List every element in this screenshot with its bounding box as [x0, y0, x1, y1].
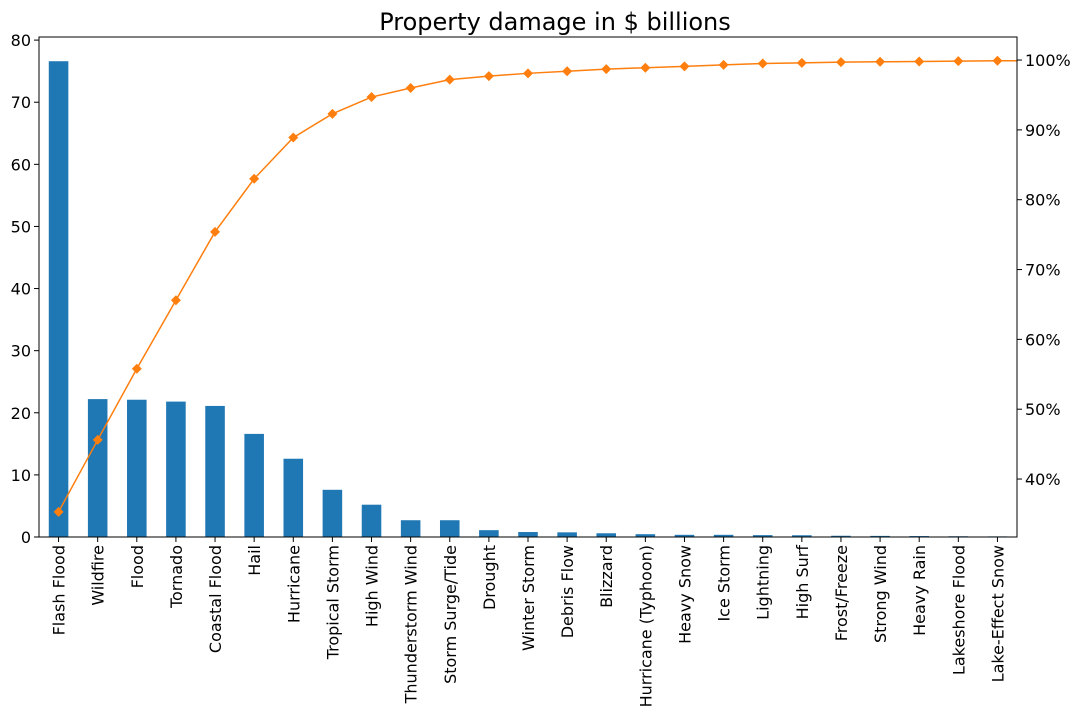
- bar: [752, 535, 773, 537]
- x-tick-label: Debris Flow: [558, 545, 577, 638]
- bar: [127, 399, 147, 537]
- line-point: [92, 434, 103, 445]
- bar: [792, 535, 812, 537]
- x-tick-label: High Surf: [793, 545, 812, 620]
- x-tick-label: Flood: [128, 545, 147, 588]
- x-tick-label: Lake-Effect Snow: [988, 545, 1007, 682]
- x-tick-label: Coastal Flood: [206, 545, 225, 653]
- x-tick-label: Frost/Freeze: [832, 545, 851, 641]
- x-tick-label: Tropical Storm: [323, 545, 342, 660]
- bar: [635, 534, 656, 537]
- line-point: [249, 173, 260, 184]
- line-point: [953, 56, 964, 67]
- line-point: [523, 68, 533, 79]
- line-point: [835, 57, 846, 68]
- x-tick-label: Wildfire: [89, 545, 108, 606]
- bar: [831, 535, 851, 537]
- bar: [439, 520, 460, 537]
- line-point: [366, 92, 377, 103]
- y-right-tick-label: 90%: [1025, 121, 1061, 140]
- x-tick-label: High Wind: [363, 545, 382, 627]
- bar: [713, 534, 734, 537]
- bar: [87, 399, 108, 537]
- line-point: [327, 108, 338, 119]
- bar: [870, 535, 890, 537]
- x-tick-label: Hurricane: [284, 545, 303, 623]
- y-right-tick-label: 40%: [1025, 470, 1061, 489]
- y-left-tick-label: 70: [11, 93, 31, 112]
- x-tick-label: Winter Storm: [519, 545, 538, 651]
- axes: 0 10 20 30 40 50 60 70 80 40% 50% 60% 70% 80% 90% 100% F…: [11, 31, 1071, 707]
- line-point: [131, 363, 142, 374]
- bar: [479, 530, 499, 537]
- chart-title: Property damage in $ billions: [379, 8, 731, 36]
- bar: [322, 489, 343, 537]
- x-tick-label: Blizzard: [597, 545, 616, 608]
- y-right-tick-label: 80%: [1025, 191, 1061, 210]
- line-point: [210, 226, 221, 237]
- line-point: [757, 58, 768, 69]
- x-tick-label: Thunderstorm Wind: [402, 545, 421, 704]
- y-left-tick-label: 80: [11, 31, 31, 50]
- line-point: [562, 66, 573, 77]
- line-point: [875, 56, 886, 67]
- cumulative-line: [57, 59, 1017, 513]
- y-right-tick-label: 100%: [1025, 51, 1071, 70]
- x-tick-label: Drought: [480, 545, 499, 610]
- line-point: [288, 132, 299, 143]
- bar: [400, 520, 421, 537]
- x-tick-label: Storm Surge/Tide: [441, 545, 460, 684]
- x-tick-label: Lakeshore Flood: [949, 545, 968, 675]
- x-tick-label: Strong Wind: [871, 545, 890, 643]
- bar: [283, 458, 304, 537]
- y-left-tick-label: 40: [11, 280, 31, 299]
- cumulative-line-series: [53, 55, 1017, 517]
- bar: [596, 533, 617, 537]
- line-point: [53, 506, 64, 517]
- line-point: [796, 57, 807, 68]
- line-point: [640, 62, 651, 73]
- y-left-tick-label: 0: [21, 528, 31, 547]
- line-point: [992, 55, 1003, 66]
- y-left-tick-label: 10: [11, 466, 31, 485]
- line-point: [170, 295, 181, 306]
- line-point: [679, 61, 690, 72]
- y-right-tick-label: 60%: [1025, 330, 1061, 349]
- y-left-tick-label: 20: [11, 404, 31, 423]
- line-point: [601, 64, 612, 75]
- y-left-tick-label: 50: [11, 217, 31, 236]
- bar: [48, 61, 69, 537]
- x-tick-label: Hurricane (Typhoon): [636, 545, 655, 707]
- x-tick-label: Lightning: [754, 545, 773, 620]
- x-tick-label: Tornado: [167, 545, 186, 609]
- line-point: [718, 59, 729, 70]
- x-tick-label: Heavy Rain: [910, 545, 929, 636]
- bar: [361, 504, 382, 537]
- x-tick-label: Flash Flood: [50, 545, 69, 635]
- y-left-tick-label: 30: [11, 342, 31, 361]
- bar: [244, 433, 264, 537]
- bar: [518, 532, 538, 537]
- bar: [557, 532, 577, 537]
- x-tick-label: Hail: [245, 545, 264, 576]
- bar: [166, 401, 186, 537]
- x-tick-label: Heavy Snow: [675, 545, 694, 644]
- y-right-tick-label: 70%: [1025, 261, 1061, 280]
- y-left-tick-label: 60: [11, 155, 31, 174]
- line-point: [483, 71, 494, 82]
- line-point: [444, 74, 455, 85]
- bar-series: [48, 61, 1008, 537]
- y-right-tick-label: 50%: [1025, 400, 1061, 419]
- bar: [205, 405, 225, 537]
- x-tick-label: Ice Storm: [715, 545, 734, 622]
- line-point: [405, 82, 416, 93]
- bar: [674, 534, 695, 537]
- line-point: [914, 56, 925, 67]
